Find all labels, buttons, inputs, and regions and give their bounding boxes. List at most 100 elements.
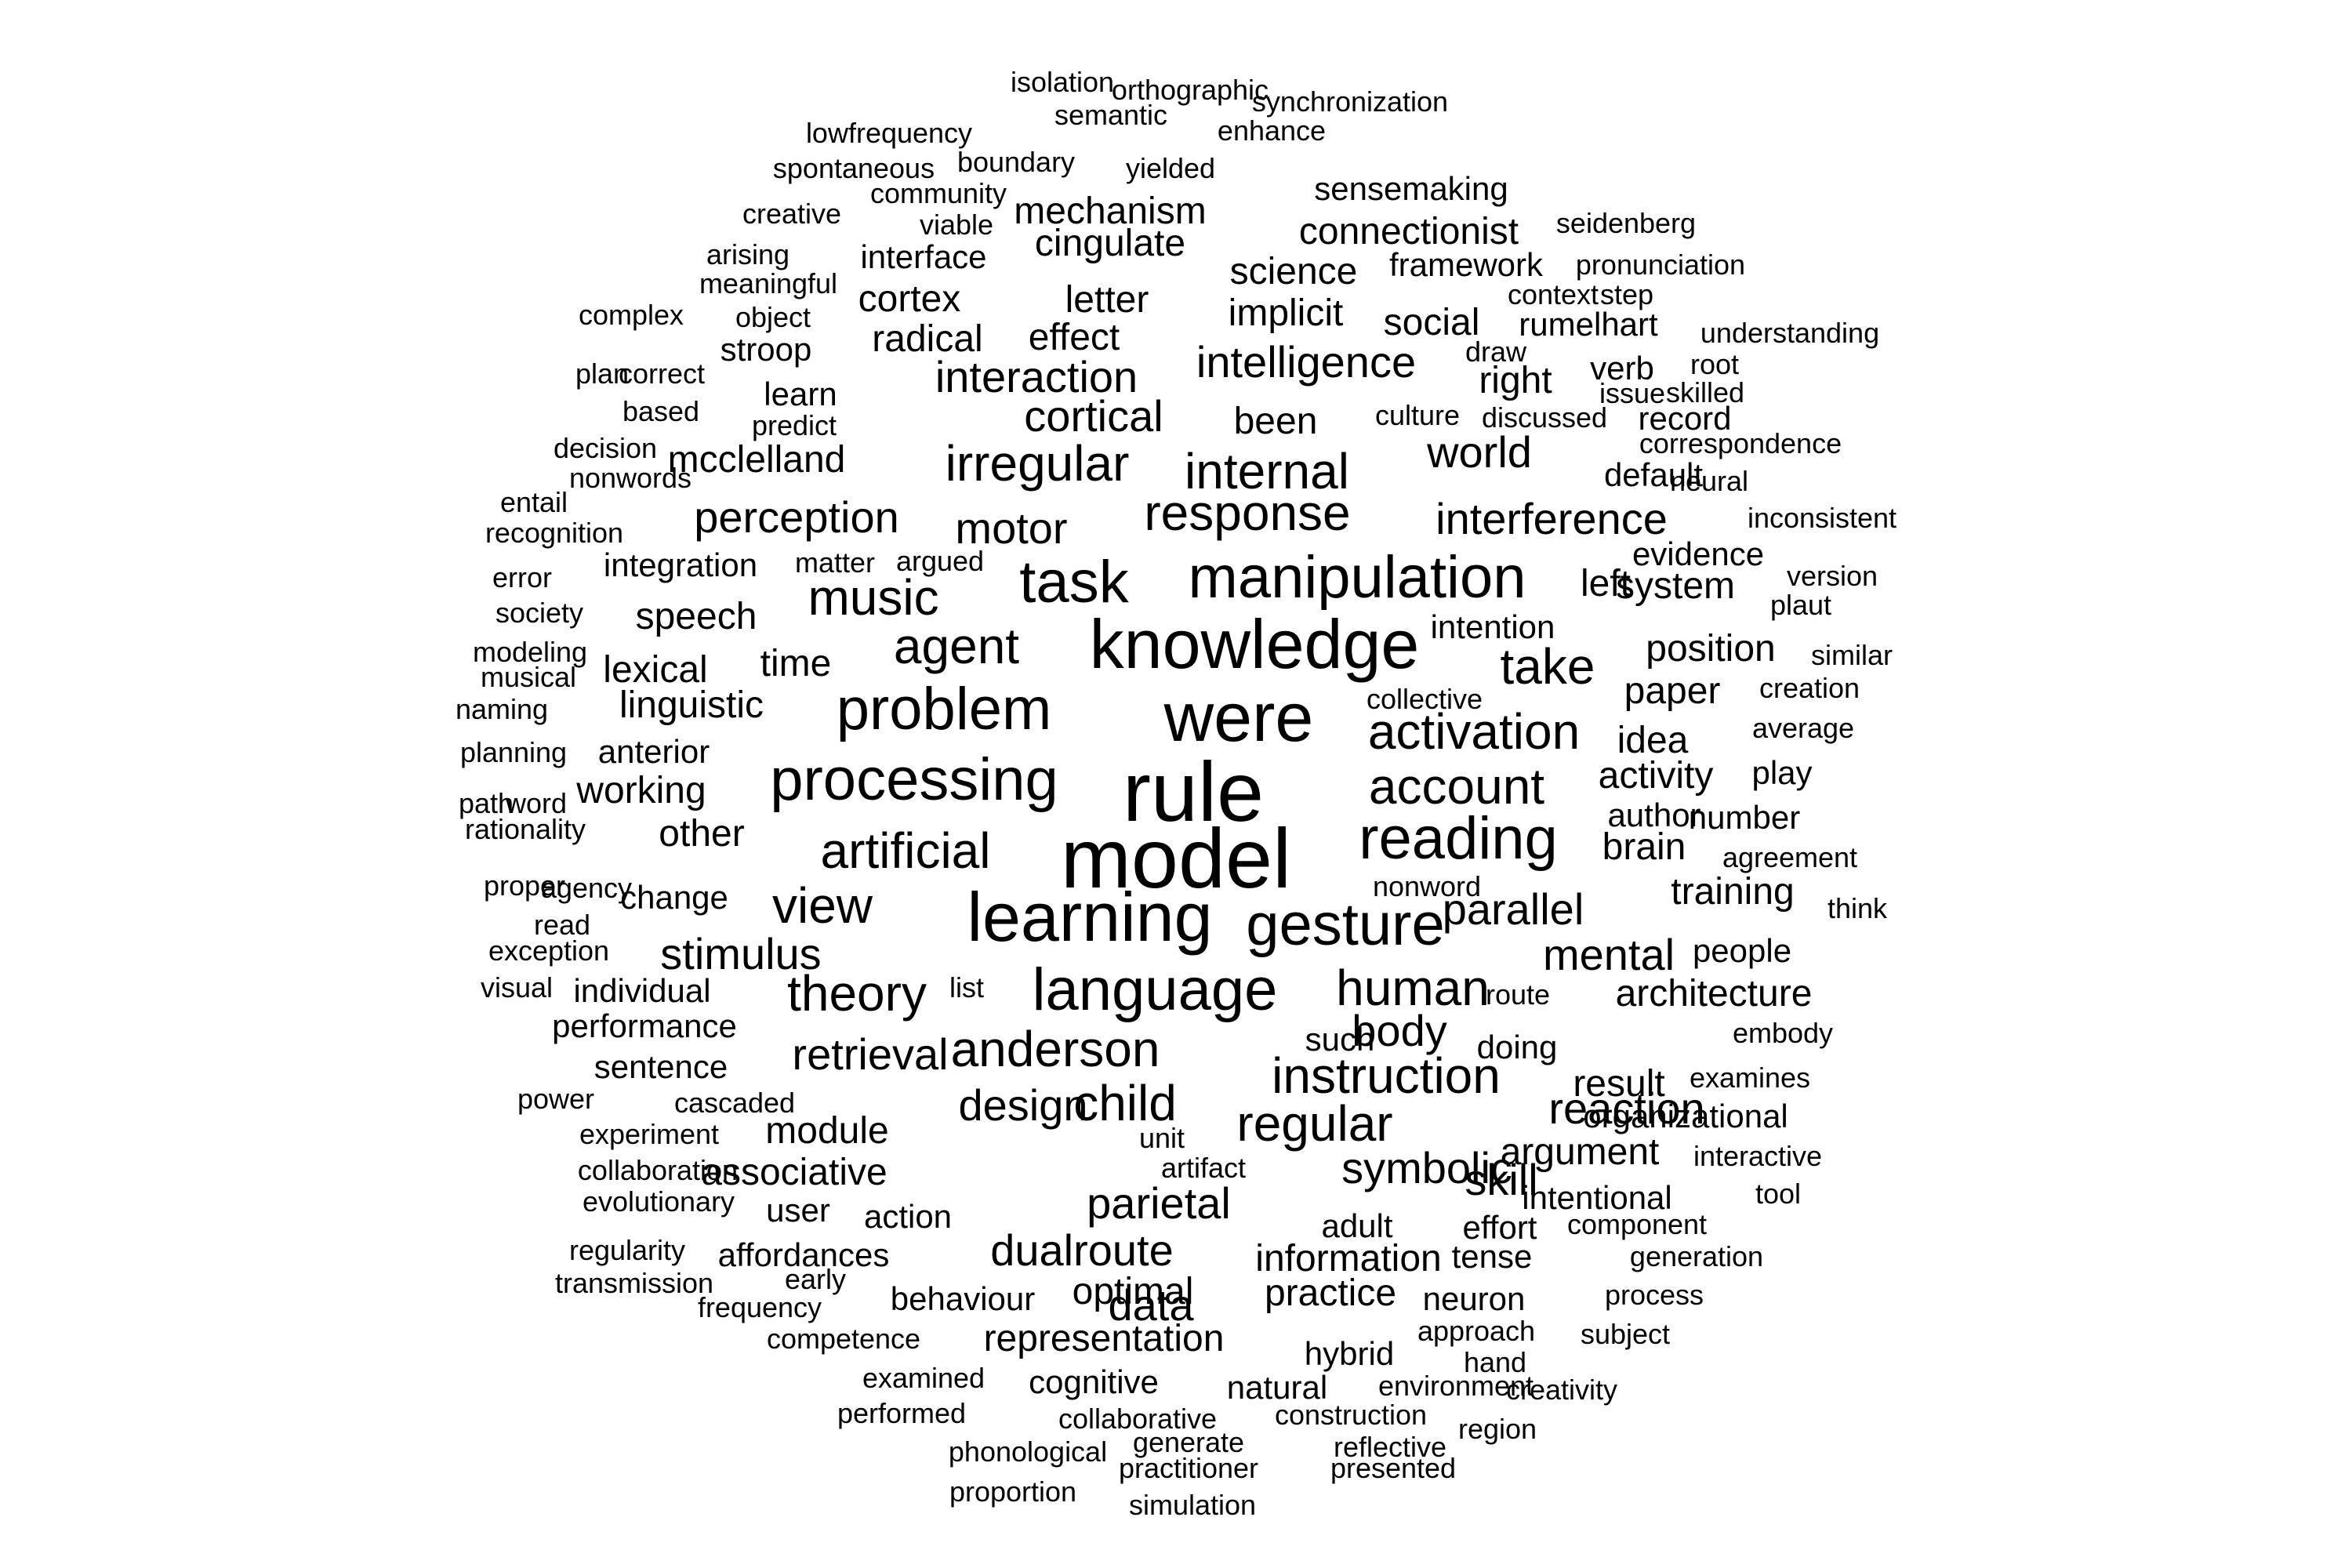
word-parietal: parietal [1087, 1178, 1231, 1228]
word-gesture: gesture [1246, 891, 1445, 958]
word-think: think [1827, 892, 1888, 924]
word-intentional: intentional [1522, 1179, 1672, 1216]
word-component: component [1566, 1208, 1708, 1240]
word-language: language [1032, 956, 1278, 1023]
word-mechanism: mechanism [1014, 191, 1207, 232]
word-agency: agency [540, 872, 633, 904]
word-region: region [1457, 1413, 1537, 1445]
word-argued: argued [895, 545, 985, 577]
word-predict: predict [751, 409, 837, 441]
word-been: been [1233, 401, 1318, 442]
word-number: number [1688, 799, 1801, 836]
word-approach: approach [1417, 1315, 1536, 1347]
word-retrieval: retrieval [792, 1029, 949, 1079]
word-planning: planning [459, 736, 568, 768]
word-word: word [505, 787, 568, 819]
word-performed: performed [837, 1397, 967, 1429]
word-knowledge: knowledge [1089, 605, 1420, 683]
word-response: response [1144, 485, 1351, 541]
word-position: position [1646, 628, 1776, 670]
word-exception: exception [488, 935, 610, 967]
word-architecture: architecture [1615, 973, 1813, 1014]
word-modeling: modeling [472, 636, 588, 668]
word-entail: entail [499, 486, 568, 518]
word-individual: individual [573, 972, 711, 1009]
word-cascaded: cascaded [673, 1087, 796, 1119]
word-construction: construction [1274, 1399, 1428, 1431]
word-people: people [1692, 932, 1792, 969]
word-symbolic: symbolic [1341, 1143, 1512, 1192]
word-adult: adult [1321, 1207, 1393, 1244]
word-interface: interface [860, 238, 987, 275]
word-right: right [1479, 360, 1552, 401]
word-left: left [1580, 563, 1632, 604]
word-human: human [1336, 960, 1490, 1016]
word-presented: presented [1330, 1452, 1457, 1484]
word-nonwords: nonwords [568, 462, 692, 494]
word-processing: processing [770, 746, 1058, 813]
word-subject: subject [1580, 1318, 1671, 1350]
word-environment: environment [1377, 1370, 1534, 1402]
word-understanding: understanding [1700, 317, 1880, 349]
word-view: view [771, 877, 873, 934]
word-account: account [1368, 758, 1545, 815]
word-musical: musical [480, 661, 577, 693]
word-unit: unit [1138, 1122, 1185, 1154]
word-module: module [765, 1110, 889, 1152]
word-child: child [1073, 1075, 1177, 1131]
word-practice: practice [1264, 1272, 1397, 1314]
word-route: route [1485, 978, 1551, 1011]
word-result: result [1573, 1063, 1665, 1105]
word-artificial: artificial [820, 822, 991, 879]
word-rationality: rationality [464, 813, 586, 845]
word-problem: problem [836, 676, 1052, 742]
word-root: root [1690, 348, 1740, 380]
word-hybrid: hybrid [1304, 1335, 1395, 1372]
word-activity: activity [1598, 755, 1714, 797]
word-draw: draw [1465, 336, 1527, 368]
word-cognitive: cognitive [1029, 1363, 1159, 1400]
word-were: were [1163, 678, 1314, 756]
word-brain: brain [1602, 826, 1686, 868]
word-performance: performance [552, 1007, 737, 1044]
word-design: design [958, 1080, 1088, 1130]
word-proper: proper [483, 869, 566, 902]
word-mcclelland: mcclelland [667, 439, 846, 481]
word-recognition: recognition [485, 517, 624, 549]
word-social: social [1383, 302, 1480, 343]
word-cortex: cortex [858, 278, 961, 320]
word-average: average [1751, 712, 1855, 744]
word-other: other [659, 813, 745, 855]
word-representation: representation [983, 1318, 1225, 1359]
word-effort: effort [1462, 1209, 1537, 1246]
word-viable: viable [919, 209, 994, 241]
word-skilled: skilled [1665, 376, 1745, 408]
word-matter: matter [794, 546, 876, 579]
word-task: task [1019, 549, 1129, 615]
word-phonological: phonological [948, 1436, 1108, 1468]
word-generate: generate [1132, 1426, 1245, 1458]
word-process: process [1604, 1279, 1704, 1311]
word-issue: issue [1599, 377, 1666, 409]
word-sentence: sentence [593, 1048, 728, 1085]
word-implicit: implicit [1228, 292, 1344, 334]
word-information: information [1255, 1238, 1442, 1279]
word-read: read [533, 909, 591, 941]
word-behaviour: behaviour [890, 1280, 1036, 1317]
word-nonword: nonword [1372, 870, 1482, 902]
word-rumelhart: rumelhart [1519, 306, 1658, 343]
word-orthographic: orthographic [1111, 74, 1269, 106]
word-learn: learn [764, 376, 837, 412]
word-argument: argument [1500, 1131, 1660, 1173]
word-agent: agent [893, 618, 1020, 674]
word-meaningful: meaningful [699, 267, 838, 299]
word-perception: perception [694, 492, 899, 542]
word-stimulus: stimulus [660, 929, 822, 978]
word-anterior: anterior [597, 733, 710, 770]
word-cingulate: cingulate [1034, 223, 1186, 264]
word-society: society [495, 597, 584, 629]
word-yielded: yielded [1125, 152, 1216, 184]
word-optimal: optimal [1072, 1271, 1194, 1312]
word-artifact: artifact [1160, 1152, 1247, 1184]
word-interaction: interaction [935, 352, 1138, 401]
